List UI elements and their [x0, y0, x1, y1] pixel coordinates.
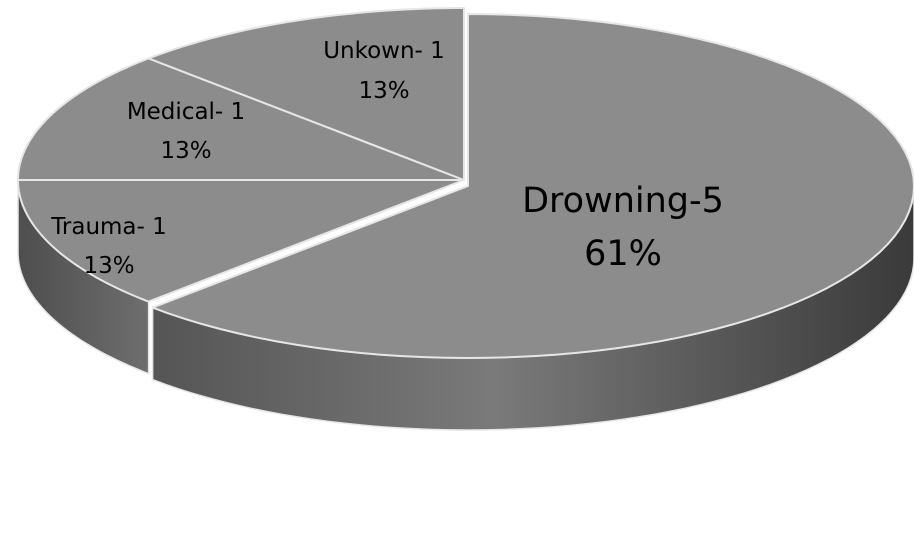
- label-trauma-name: Trauma- 1: [50, 214, 167, 240]
- slice-drowning: [151, 13, 914, 359]
- label-drowning-percent: 61%: [584, 234, 662, 274]
- label-unkown-percent: 13%: [358, 78, 409, 104]
- slice-trauma: [17, 179, 465, 303]
- label-drowning-name: Drowning-5: [522, 181, 724, 221]
- slice-medical: [17, 57, 465, 181]
- slice-unkown: [147, 7, 465, 181]
- label-medical-name: Medical- 1: [127, 99, 245, 125]
- label-unkown-name: Unkown- 1: [323, 38, 445, 64]
- label-medical-percent: 13%: [160, 138, 211, 164]
- label-trauma-percent: 13%: [83, 253, 134, 279]
